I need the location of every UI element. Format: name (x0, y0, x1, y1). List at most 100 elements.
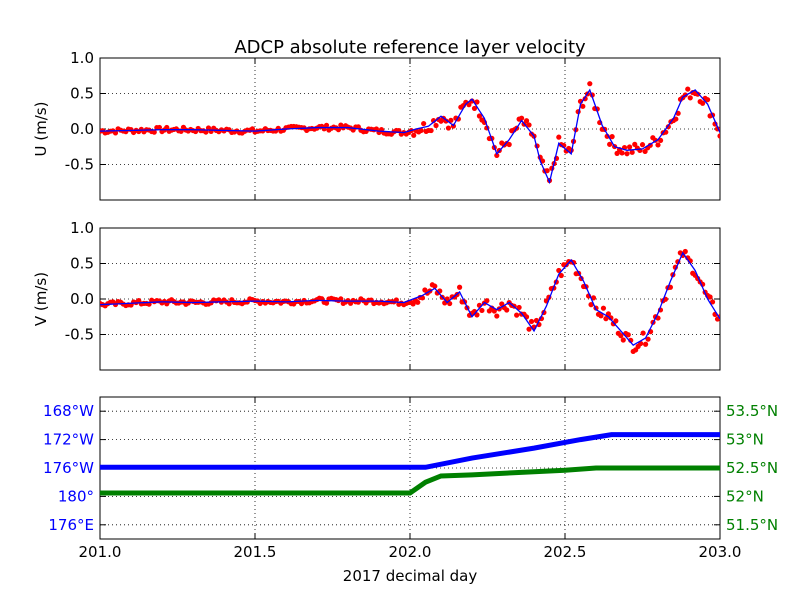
data-point (625, 332, 631, 338)
lat-tick-label: 53.5°N (726, 402, 778, 420)
data-point (516, 304, 522, 311)
lat-tick-label: 53°N (726, 431, 764, 449)
data-point (588, 302, 594, 308)
data-point (338, 296, 344, 302)
data-point (642, 148, 648, 155)
x-tick-label: 202.0 (389, 543, 432, 561)
data-point (479, 307, 485, 314)
data-point (474, 99, 480, 105)
data-point (709, 299, 716, 305)
data-point (655, 142, 661, 148)
y-axis-label: U (m/s) (32, 102, 50, 157)
data-point (707, 294, 713, 300)
data-point (590, 295, 597, 301)
data-point (526, 326, 532, 332)
y-axis-label: V (m/s) (32, 272, 50, 326)
x-tick-label: 202.5 (544, 543, 587, 561)
data-point (587, 81, 593, 87)
lon-tick-label: 176°E (48, 516, 94, 534)
data-point (603, 316, 609, 322)
data-point (618, 333, 624, 339)
data-point (544, 168, 550, 174)
data-point (687, 95, 693, 101)
y-tick-label: 1.0 (70, 219, 94, 237)
data-point (580, 103, 586, 109)
y-tick-label: -0.5 (65, 326, 94, 344)
latitude-line (100, 465, 720, 496)
data-point (598, 313, 604, 319)
data-point (226, 301, 232, 307)
data-point (645, 336, 651, 342)
data-point (164, 124, 170, 131)
smoothed-line (100, 251, 720, 346)
data-point (457, 284, 463, 290)
x-axis-label: 2017 decimal day (343, 567, 478, 585)
data-point (685, 86, 691, 92)
data-point (506, 141, 512, 148)
lon-tick-label: 168°W (43, 402, 94, 420)
data-point (695, 91, 701, 97)
data-point (640, 330, 646, 336)
data-point (673, 116, 679, 122)
data-point (448, 117, 454, 123)
data-point (415, 299, 421, 305)
data-point (471, 105, 478, 112)
x-tick-label: 201.5 (234, 543, 277, 561)
x-tick-label: 203.0 (699, 543, 742, 561)
data-point (335, 127, 342, 133)
longitude-line (100, 432, 720, 470)
data-point (418, 127, 424, 134)
y-tick-label: 0.0 (70, 290, 94, 308)
data-point (556, 134, 562, 140)
series-group (100, 248, 720, 355)
lon-tick-label: 172°W (43, 431, 94, 449)
y-tick-label: 0.0 (70, 120, 94, 138)
lon-tick-label: 180° (58, 487, 94, 505)
series-group (100, 81, 720, 185)
data-point (682, 248, 688, 255)
data-point (519, 115, 525, 121)
data-point (613, 318, 619, 324)
data-point (421, 120, 427, 127)
data-point (432, 283, 438, 289)
data-point (657, 137, 664, 144)
data-point (607, 141, 613, 147)
data-point (151, 129, 157, 135)
y-tick-label: -0.5 (65, 156, 94, 174)
data-point (514, 312, 520, 318)
data-point (504, 307, 510, 313)
data-point (619, 150, 625, 156)
data-point (428, 127, 434, 134)
data-point (494, 152, 500, 159)
data-point (624, 151, 630, 157)
data-point (533, 317, 540, 324)
smoothed-line (100, 88, 720, 185)
data-point (323, 122, 330, 128)
lon-tick-label: 176°W (43, 459, 94, 477)
data-point (605, 311, 612, 317)
y-tick-label: 0.5 (70, 85, 94, 103)
data-point (705, 97, 711, 103)
data-point (558, 272, 564, 279)
data-point (608, 315, 614, 321)
data-point (643, 341, 649, 347)
plot-area: -0.5 0.0 0.5 1.0 U (m/s) -0.5 0.0 0.5 1.0 V (m/s)… (32, 49, 778, 585)
data-point (717, 133, 720, 139)
data-point (445, 125, 452, 131)
data-point (528, 318, 535, 325)
data-point (323, 300, 330, 306)
data-point (626, 144, 633, 150)
data-point (526, 122, 532, 128)
data-point (614, 150, 620, 157)
data-point (499, 301, 505, 307)
data-point (600, 305, 607, 311)
data-point (523, 118, 530, 124)
data-point (620, 337, 626, 343)
data-point (203, 129, 209, 135)
data-point (156, 124, 163, 131)
data-point (433, 122, 439, 129)
data-point (411, 132, 417, 138)
data-point (484, 298, 490, 304)
y-tick-label: 1.0 (70, 49, 94, 67)
